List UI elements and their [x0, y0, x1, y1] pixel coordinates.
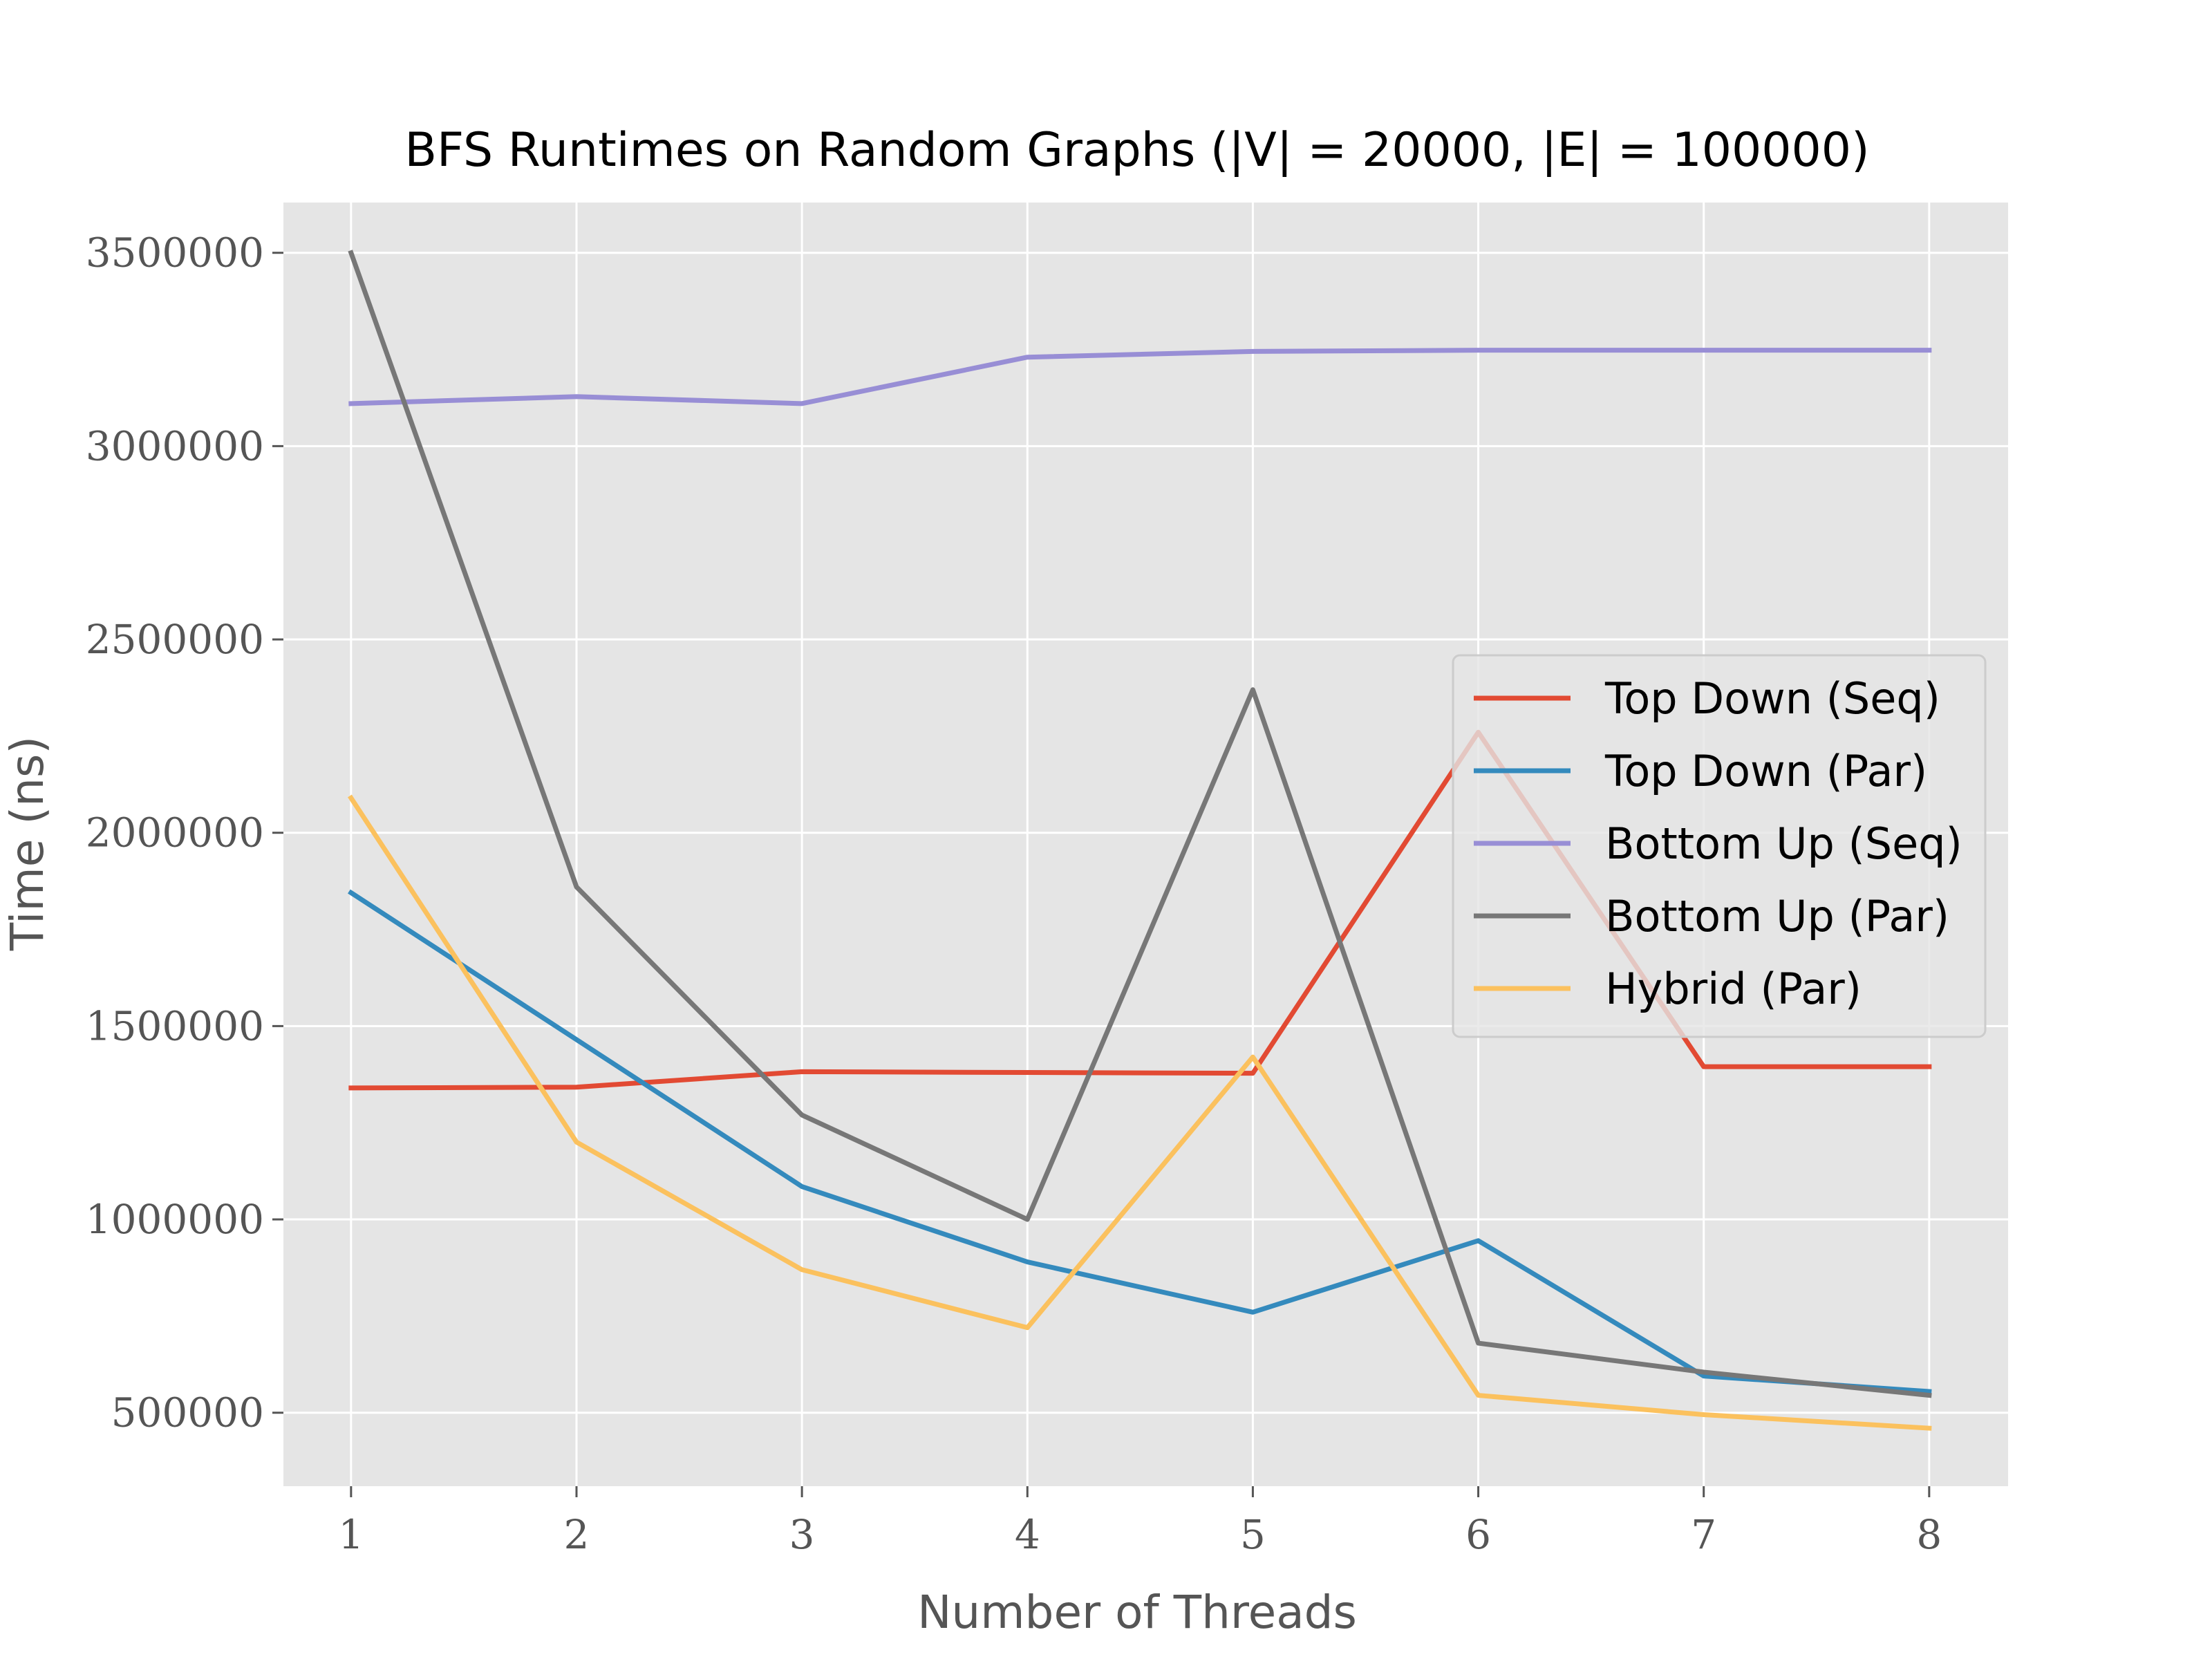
x-tick-label: 8: [1916, 1511, 1942, 1558]
legend-label: Bottom Up (Par): [1605, 891, 1949, 941]
legend-box: [1452, 654, 1987, 1038]
y-axis-label: Time (ns): [1, 736, 54, 951]
legend-label: Top Down (Par): [1604, 746, 1927, 796]
legend: Top Down (Seq) Top Down (Par) Bottom Up (S…: [1452, 654, 1987, 1038]
y-axis-ticks: 500000 1000000 1500000 2000000 2500000 300000…: [86, 229, 283, 1436]
y-tick-label: 3500000: [86, 229, 264, 276]
y-tick-label: 1000000: [86, 1196, 264, 1243]
legend-label: Top Down (Seq): [1604, 673, 1940, 724]
y-tick-label: 3000000: [86, 422, 264, 469]
grid-lines: [283, 203, 2008, 1486]
y-tick-label: 2500000: [86, 616, 264, 663]
x-tick-label: 6: [1465, 1511, 1491, 1558]
chart-title: BFS Runtimes on Random Graphs (|V| = 200…: [404, 123, 1869, 178]
series-line-bottom-up-par: [348, 250, 1932, 1398]
series-line-top-down-par: [347, 889, 1932, 1394]
x-tick-label: 3: [789, 1511, 815, 1558]
x-tick-label: 1: [338, 1511, 364, 1558]
series-line-bottom-up-seq: [348, 348, 1932, 406]
legend-label: Hybrid (Par): [1605, 964, 1862, 1014]
series-line-hybrid-par: [347, 794, 1932, 1431]
x-axis-ticks: 1 2 3 4 5 6 7 8: [338, 1486, 1942, 1558]
x-tick-label: 2: [564, 1511, 590, 1558]
x-axis-label: Number of Threads: [917, 1586, 1357, 1639]
legend-label: Bottom Up (Seq): [1605, 818, 1962, 869]
y-tick-label: 2000000: [86, 809, 264, 856]
x-tick-label: 7: [1691, 1511, 1716, 1558]
x-tick-label: 4: [1015, 1511, 1040, 1558]
y-tick-label: 500000: [111, 1389, 264, 1436]
y-tick-label: 1500000: [86, 1002, 264, 1049]
x-tick-label: 5: [1240, 1511, 1266, 1558]
